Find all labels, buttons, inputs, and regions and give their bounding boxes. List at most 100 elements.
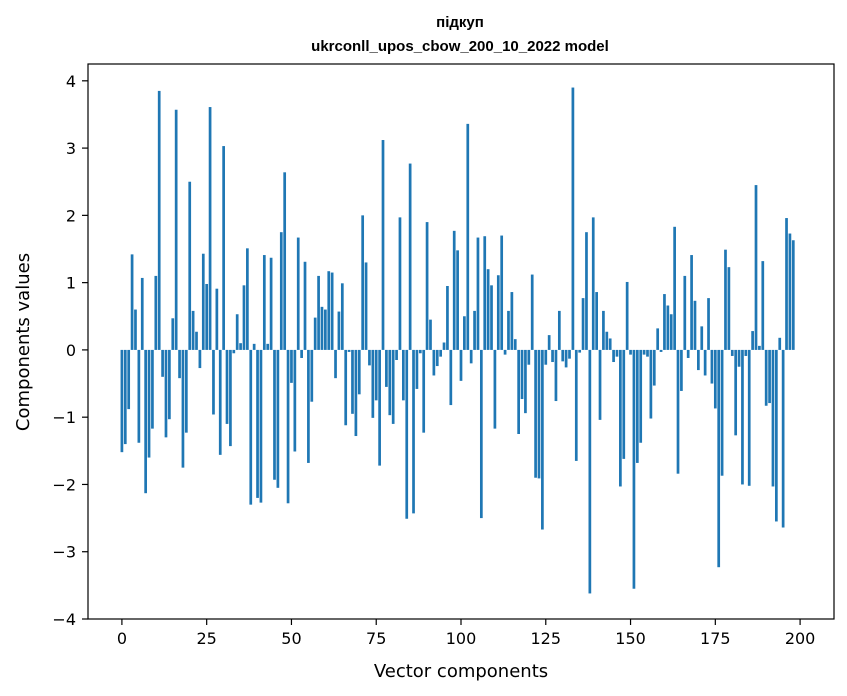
bar-109 — [490, 285, 493, 350]
bar-185 — [747, 349, 751, 486]
bar-176 — [717, 349, 721, 568]
bar-154 — [642, 349, 646, 355]
bar-163 — [673, 226, 676, 350]
x-tick-label-50: 50 — [281, 629, 301, 648]
bar-198 — [791, 240, 795, 350]
bar-95 — [442, 342, 446, 350]
bar-62 — [330, 272, 334, 350]
x-tick-label-0: 0 — [117, 629, 127, 648]
bar-38 — [249, 349, 253, 505]
bar-23 — [198, 349, 202, 369]
bar-49 — [286, 349, 290, 504]
bar-7 — [144, 349, 147, 494]
bar-30 — [222, 146, 225, 350]
bar-135 — [578, 349, 582, 353]
bar-98 — [452, 230, 456, 350]
bar-111 — [496, 275, 500, 350]
bar-168 — [690, 255, 693, 350]
bar-156 — [649, 349, 653, 419]
bar-82 — [398, 217, 402, 350]
bar-43 — [266, 343, 270, 350]
bar-174 — [710, 349, 714, 384]
bar-51 — [293, 349, 297, 452]
bar-26 — [208, 107, 212, 350]
bar-69 — [354, 349, 358, 437]
bar-57 — [313, 317, 317, 350]
bar-153 — [639, 349, 643, 443]
bar-48 — [283, 172, 287, 350]
y-tick-label-4: 4 — [66, 72, 76, 91]
bar-59 — [320, 306, 324, 350]
bar-92 — [432, 349, 436, 376]
bar-170 — [697, 349, 700, 371]
x-tick-label-125: 125 — [530, 629, 561, 648]
bar-192 — [771, 349, 775, 487]
bar-197 — [788, 233, 792, 350]
bar-86 — [412, 349, 415, 514]
bar-183 — [741, 349, 744, 485]
bar-145 — [612, 349, 615, 363]
bar-100 — [459, 349, 463, 381]
bar-143 — [605, 331, 609, 350]
bar-27 — [212, 349, 215, 415]
bar-14 — [168, 349, 171, 420]
bar-40 — [256, 349, 259, 498]
x-tick-label-175: 175 — [700, 629, 731, 648]
bar-61 — [327, 271, 331, 350]
bar-141 — [598, 349, 602, 420]
bar-157 — [652, 349, 656, 386]
bar-104 — [473, 310, 476, 350]
bar-178 — [724, 249, 727, 350]
bar-3 — [130, 254, 134, 350]
bar-128 — [554, 349, 558, 402]
bar-140 — [595, 292, 598, 350]
bar-77 — [381, 140, 385, 350]
bar-9 — [151, 349, 154, 429]
bar-139 — [591, 217, 595, 350]
bar-102 — [466, 123, 470, 350]
bar-60 — [324, 309, 327, 350]
bar-91 — [429, 319, 432, 350]
bar-11 — [157, 90, 161, 350]
bar-87 — [415, 349, 419, 389]
bar-46 — [276, 349, 280, 488]
bar-103 — [469, 349, 473, 364]
bar-167 — [686, 349, 690, 358]
bar-24 — [201, 253, 205, 350]
y-axis-label: Components values — [13, 253, 34, 431]
bar-10 — [154, 275, 158, 350]
bar-68 — [351, 349, 354, 414]
bar-37 — [246, 248, 249, 350]
bar-107 — [483, 236, 487, 350]
bar-150 — [629, 349, 632, 355]
bar-118 — [520, 349, 524, 400]
bar-71 — [361, 215, 365, 350]
bar-34 — [235, 314, 239, 350]
bar-179 — [727, 267, 731, 350]
bar-171 — [700, 326, 704, 350]
bar-130 — [561, 349, 565, 362]
bar-120 — [527, 349, 531, 365]
bar-70 — [357, 349, 361, 395]
bar-110 — [493, 349, 497, 429]
bar-36 — [242, 285, 246, 350]
bar-33 — [232, 349, 236, 354]
bar-55 — [307, 349, 310, 463]
bar-21 — [191, 310, 195, 350]
bar-115 — [510, 292, 514, 350]
bar-187 — [754, 185, 758, 350]
bar-15 — [171, 318, 175, 350]
bar-121 — [530, 274, 534, 350]
bar-31 — [225, 349, 229, 424]
y-tick-label-0: 0 — [66, 341, 76, 360]
bar-78 — [385, 349, 388, 387]
x-axis-label: Vector components — [374, 661, 548, 682]
bar-19 — [184, 349, 188, 433]
bar-147 — [619, 349, 622, 487]
bar-132 — [568, 349, 571, 359]
bar-22 — [195, 331, 198, 350]
bar-149 — [625, 281, 629, 350]
bar-2 — [127, 349, 131, 410]
bar-175 — [713, 349, 717, 409]
bar-152 — [635, 349, 639, 463]
